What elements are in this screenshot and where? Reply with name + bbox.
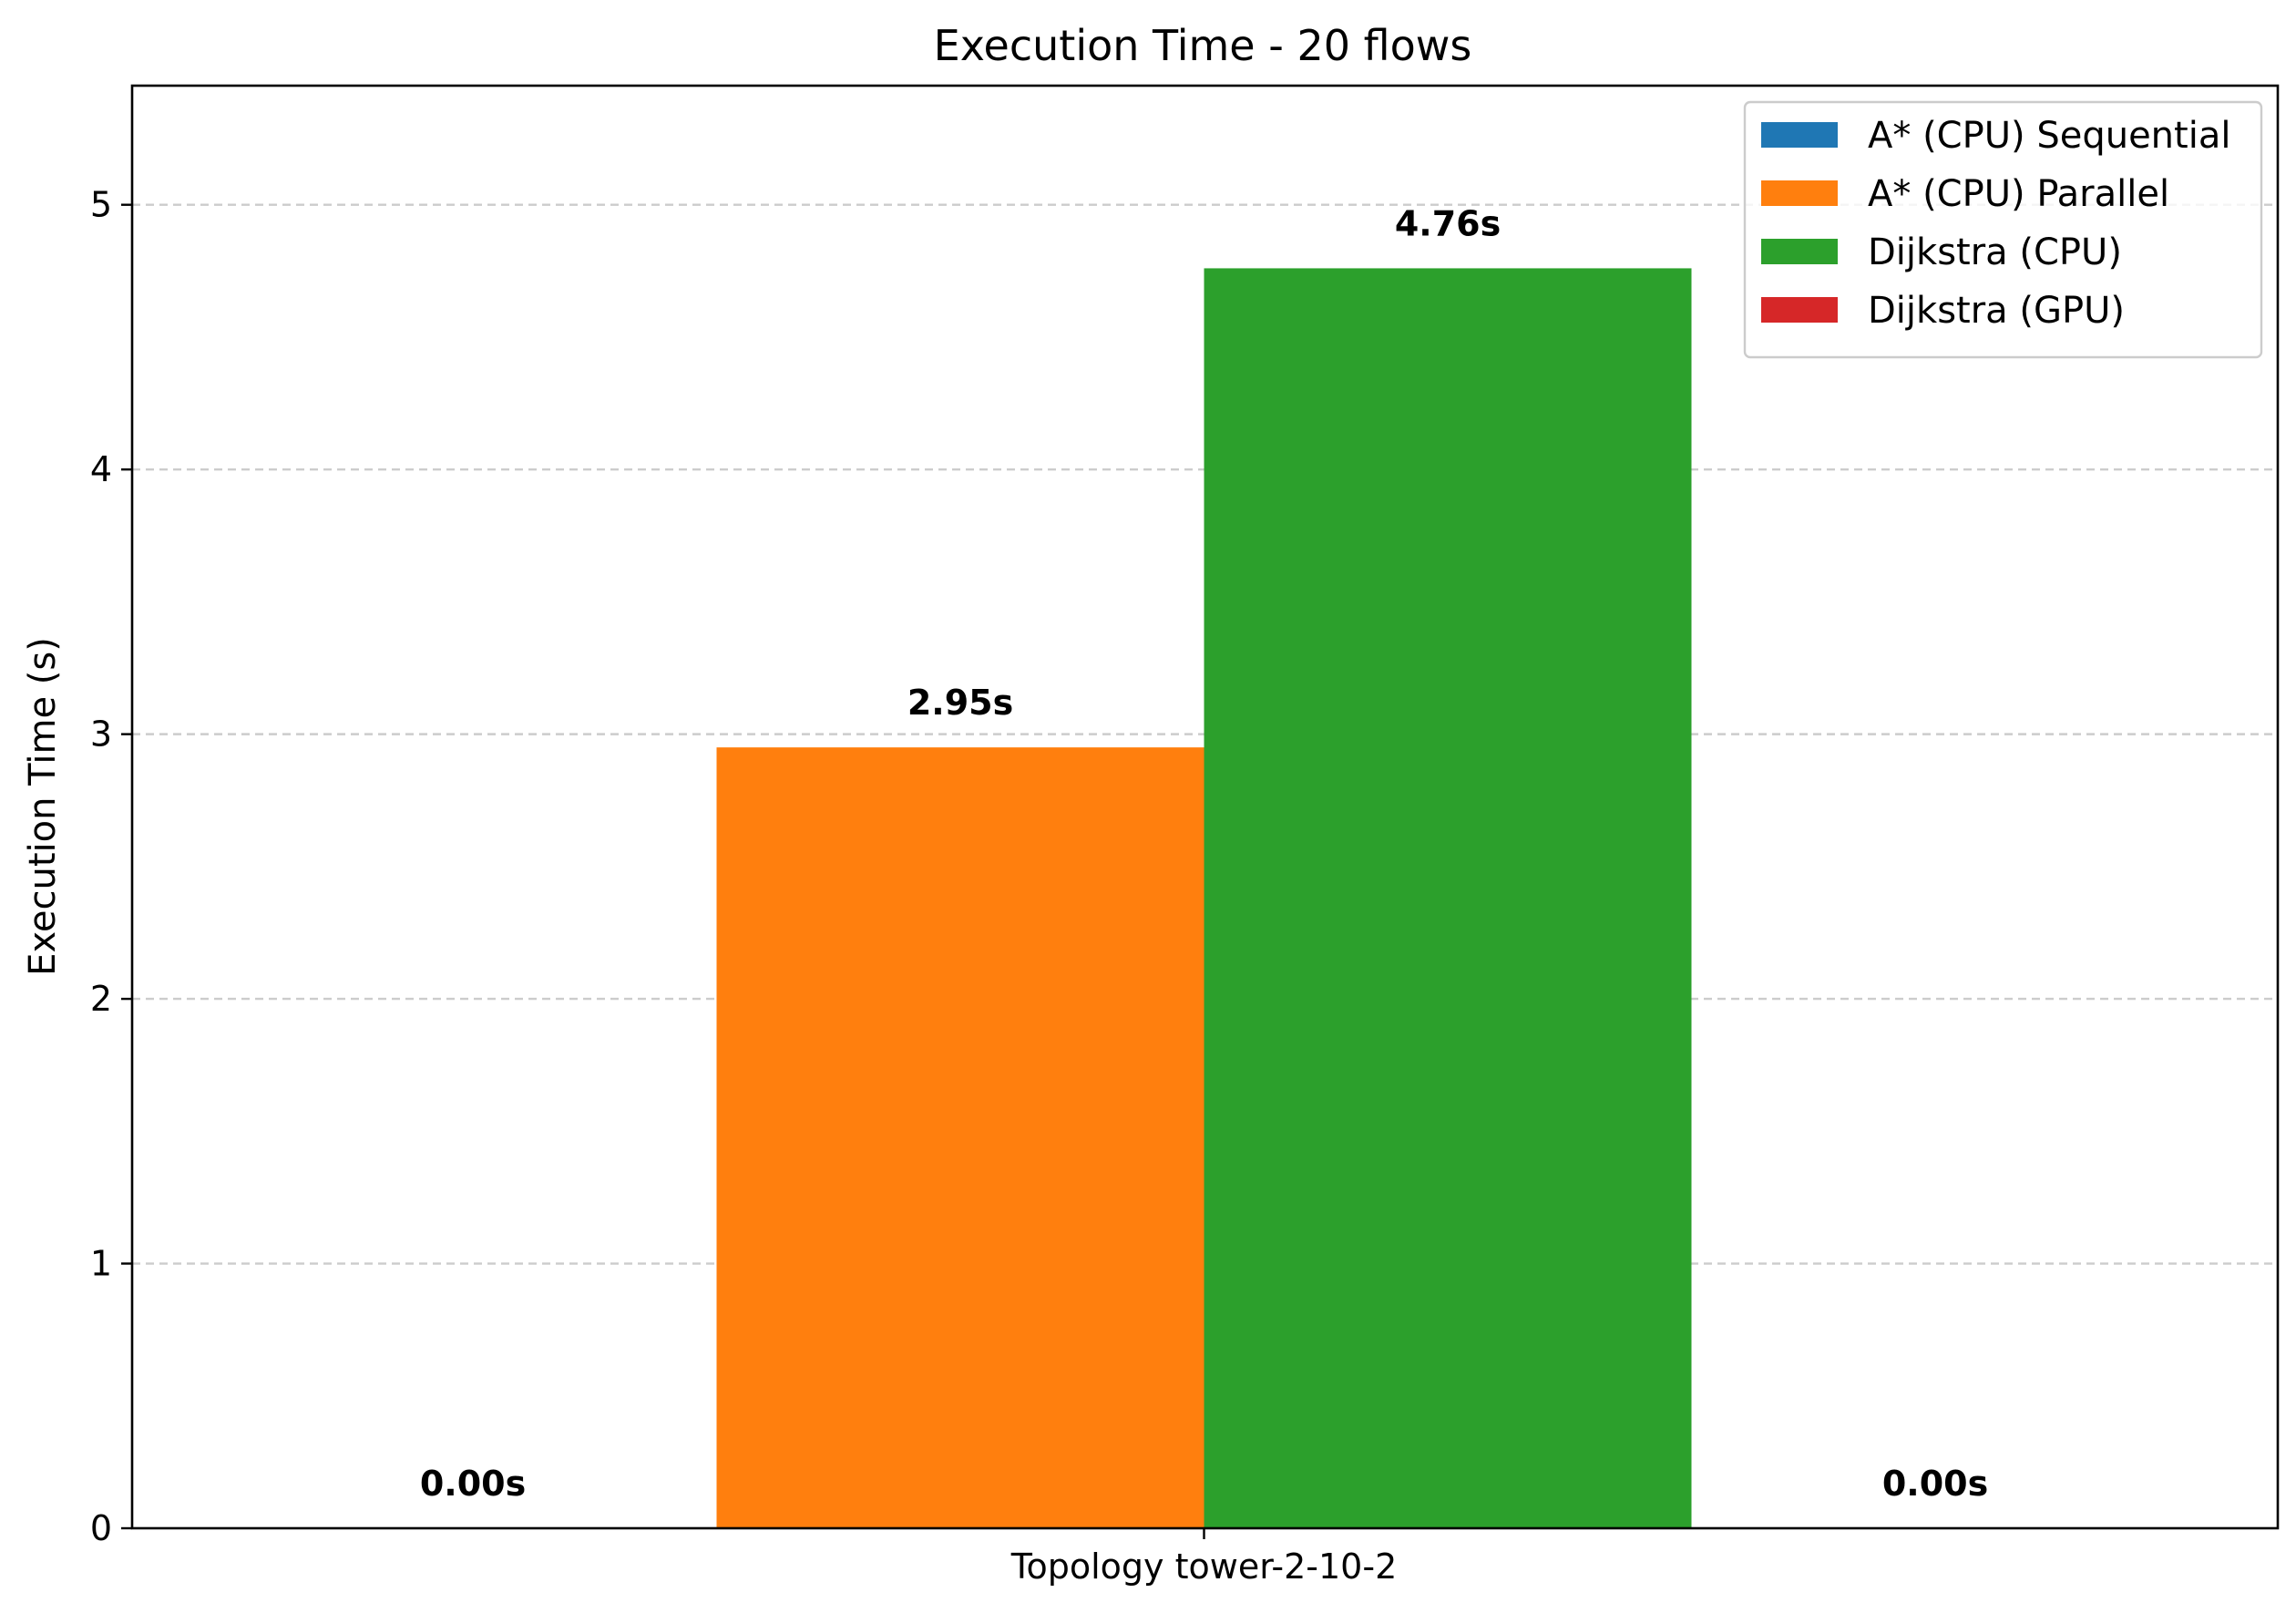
legend-label: Dijkstra (GPU) (1868, 290, 2125, 332)
bar (716, 747, 1204, 1528)
y-tick-label: 5 (90, 185, 112, 225)
data-labels: 0.00s 2.95s 4.76s 0.00s (420, 203, 1988, 1504)
legend-swatch (1761, 239, 1838, 264)
y-tick-label: 0 (90, 1508, 112, 1548)
data-label: 0.00s (420, 1464, 526, 1504)
legend-label: Dijkstra (CPU) (1868, 231, 2122, 273)
y-tick-label: 1 (90, 1244, 112, 1284)
legend-swatch (1761, 297, 1838, 323)
legend-swatch (1761, 180, 1838, 206)
legend-label: A* (CPU) Sequential (1868, 115, 2230, 157)
y-tick-label: 4 (90, 449, 112, 489)
y-axis-label: Execution Time (s) (22, 637, 64, 976)
legend-swatch (1761, 122, 1838, 148)
legend-label: A* (CPU) Parallel (1868, 173, 2169, 215)
legend-box (1743, 100, 2263, 359)
bars-layer (716, 268, 1692, 1528)
data-label: 4.76s (1395, 203, 1501, 243)
x-tick-label: Topology tower-2-10-2 (1010, 1546, 1398, 1587)
legend: A* (CPU) Sequential A* (CPU) Parallel Dijk… (1743, 100, 2263, 359)
bar (1204, 268, 1692, 1528)
data-label: 2.95s (907, 683, 1013, 723)
chart-title: Execution Time - 20 flows (934, 21, 1472, 70)
y-tick-label: 2 (90, 979, 112, 1019)
y-tick-label: 3 (90, 714, 112, 755)
x-axis: Topology tower-2-10-2 (1010, 1528, 1398, 1587)
data-label: 0.00s (1882, 1464, 1988, 1504)
y-axis: 0 1 2 3 4 5 (90, 185, 132, 1548)
